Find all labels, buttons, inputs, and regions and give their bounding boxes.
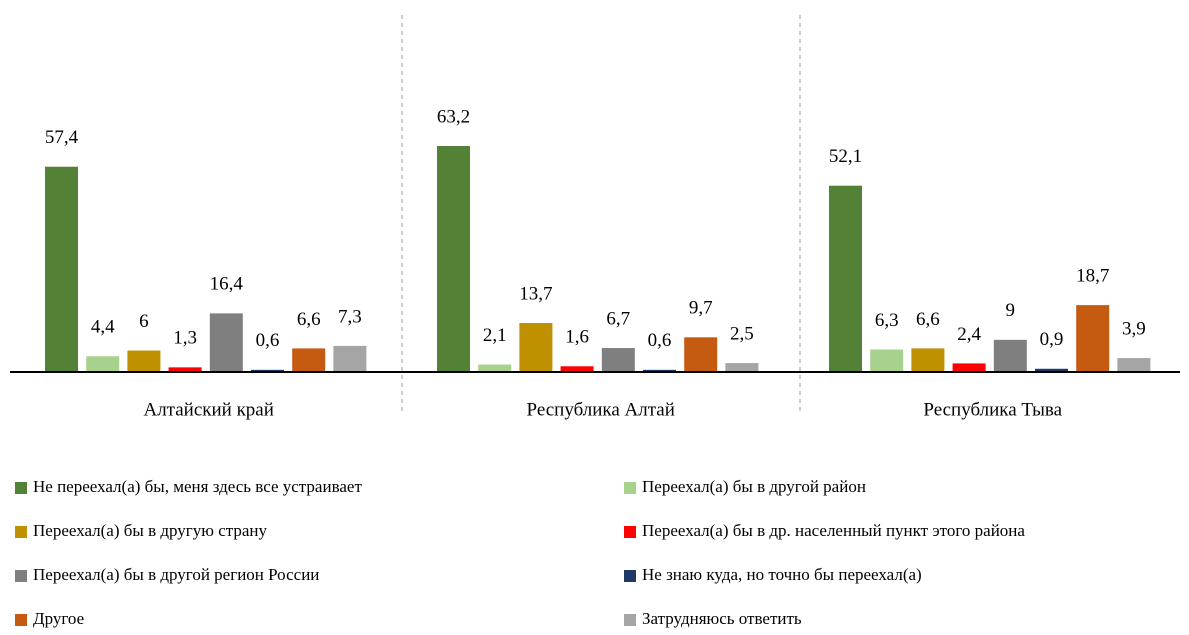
data-label: 63,2 xyxy=(437,106,470,127)
legend-swatch xyxy=(15,570,27,582)
data-label: 2,4 xyxy=(957,324,981,345)
bar xyxy=(1117,358,1151,372)
legend-swatch xyxy=(624,526,636,538)
bar xyxy=(209,313,243,372)
bar xyxy=(1076,305,1110,372)
legend-swatch xyxy=(624,570,636,582)
legend-swatch xyxy=(15,482,27,494)
legend-swatch xyxy=(15,614,27,626)
data-label: 9 xyxy=(1006,300,1016,321)
data-label: 9,7 xyxy=(689,298,713,319)
bar xyxy=(870,349,904,372)
data-label: 4,4 xyxy=(91,317,115,338)
data-label: 52,1 xyxy=(829,146,862,167)
legend-swatch xyxy=(15,526,27,538)
data-label: 6,3 xyxy=(875,310,899,331)
bar xyxy=(952,363,986,372)
legend-label: Переехал(а) бы в другой регион России xyxy=(33,565,319,584)
data-label: 6,6 xyxy=(297,309,321,330)
bar xyxy=(684,337,718,372)
bar xyxy=(1035,368,1068,372)
bar xyxy=(127,350,161,372)
bar xyxy=(560,366,594,372)
data-label: 57,4 xyxy=(45,127,79,148)
bar xyxy=(251,369,284,372)
legend-swatch xyxy=(624,482,636,494)
data-label: 0,6 xyxy=(256,330,280,351)
data-label: 7,3 xyxy=(338,306,362,327)
bar xyxy=(333,345,367,372)
data-label: 16,4 xyxy=(210,274,244,295)
data-label: 3,9 xyxy=(1122,318,1146,339)
x-tick-label: Республика Алтай xyxy=(527,399,675,420)
data-label: 0,6 xyxy=(648,330,672,351)
bar xyxy=(911,348,945,372)
legend-label: Переехал(а) бы в другую страну xyxy=(33,521,268,540)
data-label: 2,5 xyxy=(730,323,754,344)
bar xyxy=(292,348,326,372)
data-label: 18,7 xyxy=(1076,265,1109,286)
data-label: 6 xyxy=(139,311,149,332)
data-label: 6,6 xyxy=(916,309,940,330)
bar xyxy=(643,369,676,372)
data-label: 1,3 xyxy=(173,328,197,349)
bar xyxy=(993,339,1027,372)
bar xyxy=(829,185,862,372)
bar xyxy=(437,146,470,372)
legend-label: Переехал(а) бы в др. населенный пункт эт… xyxy=(642,521,1025,540)
x-tick-label: Республика Тыва xyxy=(923,399,1062,420)
legend-label: Переехал(а) бы в другой район xyxy=(642,477,866,496)
bar xyxy=(168,367,202,372)
data-label: 2,1 xyxy=(483,325,507,346)
data-label: 6,7 xyxy=(606,308,630,329)
legend-label: Не переехал(а) бы, меня здесь все устраи… xyxy=(33,477,362,496)
legend-label: Другое xyxy=(33,609,84,628)
bar xyxy=(86,356,120,372)
x-tick-label: Алтайский край xyxy=(143,399,273,420)
bar xyxy=(519,323,553,372)
legend-swatch xyxy=(624,614,636,626)
data-label: 13,7 xyxy=(519,283,552,304)
bar xyxy=(601,348,635,372)
legend-label: Не знаю куда, но точно бы переехал(а) xyxy=(642,565,922,584)
data-label: 1,6 xyxy=(565,327,589,348)
bar xyxy=(478,364,512,372)
bar xyxy=(45,166,78,372)
bar xyxy=(725,363,759,372)
legend-label: Затрудняюсь ответить xyxy=(642,609,802,628)
data-label: 0,9 xyxy=(1040,329,1064,350)
